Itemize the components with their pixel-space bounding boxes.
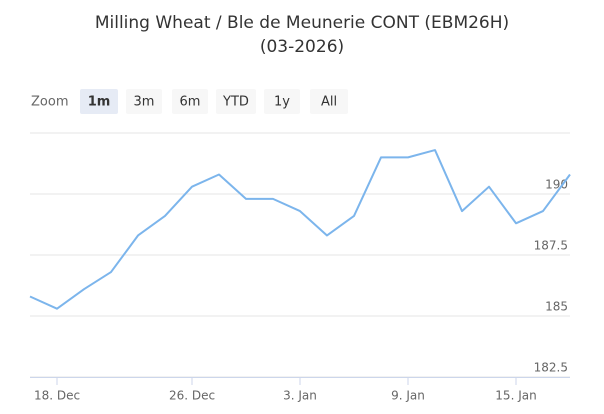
x-tick-label: 15. Jan [495, 389, 536, 403]
zoom-button-label[interactable]: 1m [88, 95, 111, 110]
x-tick-label: 3. Jan [283, 389, 317, 403]
zoom-button[interactable] [310, 89, 348, 114]
zoom-button-label[interactable]: All [321, 95, 337, 110]
series-line [29, 149, 571, 310]
y-tick-label: 187.5 [534, 239, 568, 253]
zoom-button-label[interactable]: 3m [134, 95, 155, 110]
zoom-label: Zoom [31, 95, 68, 110]
chart-subtitle: (03-2026) [260, 37, 344, 57]
x-tick-label: 26. Dec [169, 389, 215, 403]
y-tick-label: 182.5 [534, 361, 568, 375]
zoom-button[interactable] [264, 89, 300, 114]
y-tick-label: 185 [545, 300, 568, 314]
x-tick-label: 9. Jan [391, 389, 425, 403]
chart-title: Milling Wheat / Ble de Meunerie CONT (EB… [95, 13, 509, 33]
zoom-button-label[interactable]: 1y [274, 95, 290, 110]
y-tick-label: 190 [545, 178, 568, 192]
zoom-button-label[interactable]: 6m [180, 95, 201, 110]
zoom-button[interactable] [80, 89, 118, 114]
zoom-button[interactable] [216, 89, 256, 114]
zoom-button[interactable] [172, 89, 208, 114]
zoom-button[interactable] [126, 89, 162, 114]
zoom-button-label[interactable]: YTD [222, 95, 249, 110]
x-tick-label: 18. Dec [34, 389, 80, 403]
